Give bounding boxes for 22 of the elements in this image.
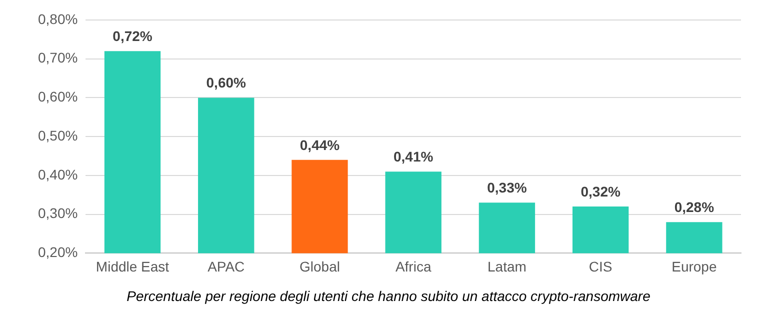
x-tick-label: CIS [588, 258, 612, 274]
x-tick-label: Middle East [96, 258, 170, 274]
y-tick-label: 0,80% [38, 10, 78, 27]
y-tick-label: 0,40% [38, 166, 78, 182]
x-tick-label: APAC [208, 258, 245, 274]
data-label: 0,60% [206, 74, 247, 91]
data-label: 0,41% [393, 148, 434, 164]
x-tick-label: Global [300, 258, 340, 274]
x-tick-label: Latam [488, 258, 526, 274]
y-tick-label: 0,20% [38, 244, 78, 260]
data-label: 0,28% [674, 198, 715, 215]
x-tick-label: Europe [672, 258, 717, 274]
data-label: 0,32% [580, 183, 621, 200]
y-tick-label: 0,30% [38, 205, 78, 222]
y-tick-label: 0,50% [38, 127, 78, 144]
data-label: 0,44% [300, 136, 340, 153]
data-label: 0,33% [487, 180, 528, 196]
y-tick-label: 0,70% [38, 50, 78, 66]
y-tick-label: 0,60% [38, 88, 78, 105]
x-tick-label: Africa [395, 258, 432, 274]
data-label: 0,72% [112, 28, 153, 44]
text: Percentuale per regione degli utenti che hanno subito un attacco crypto-ransomware [126, 288, 652, 304]
